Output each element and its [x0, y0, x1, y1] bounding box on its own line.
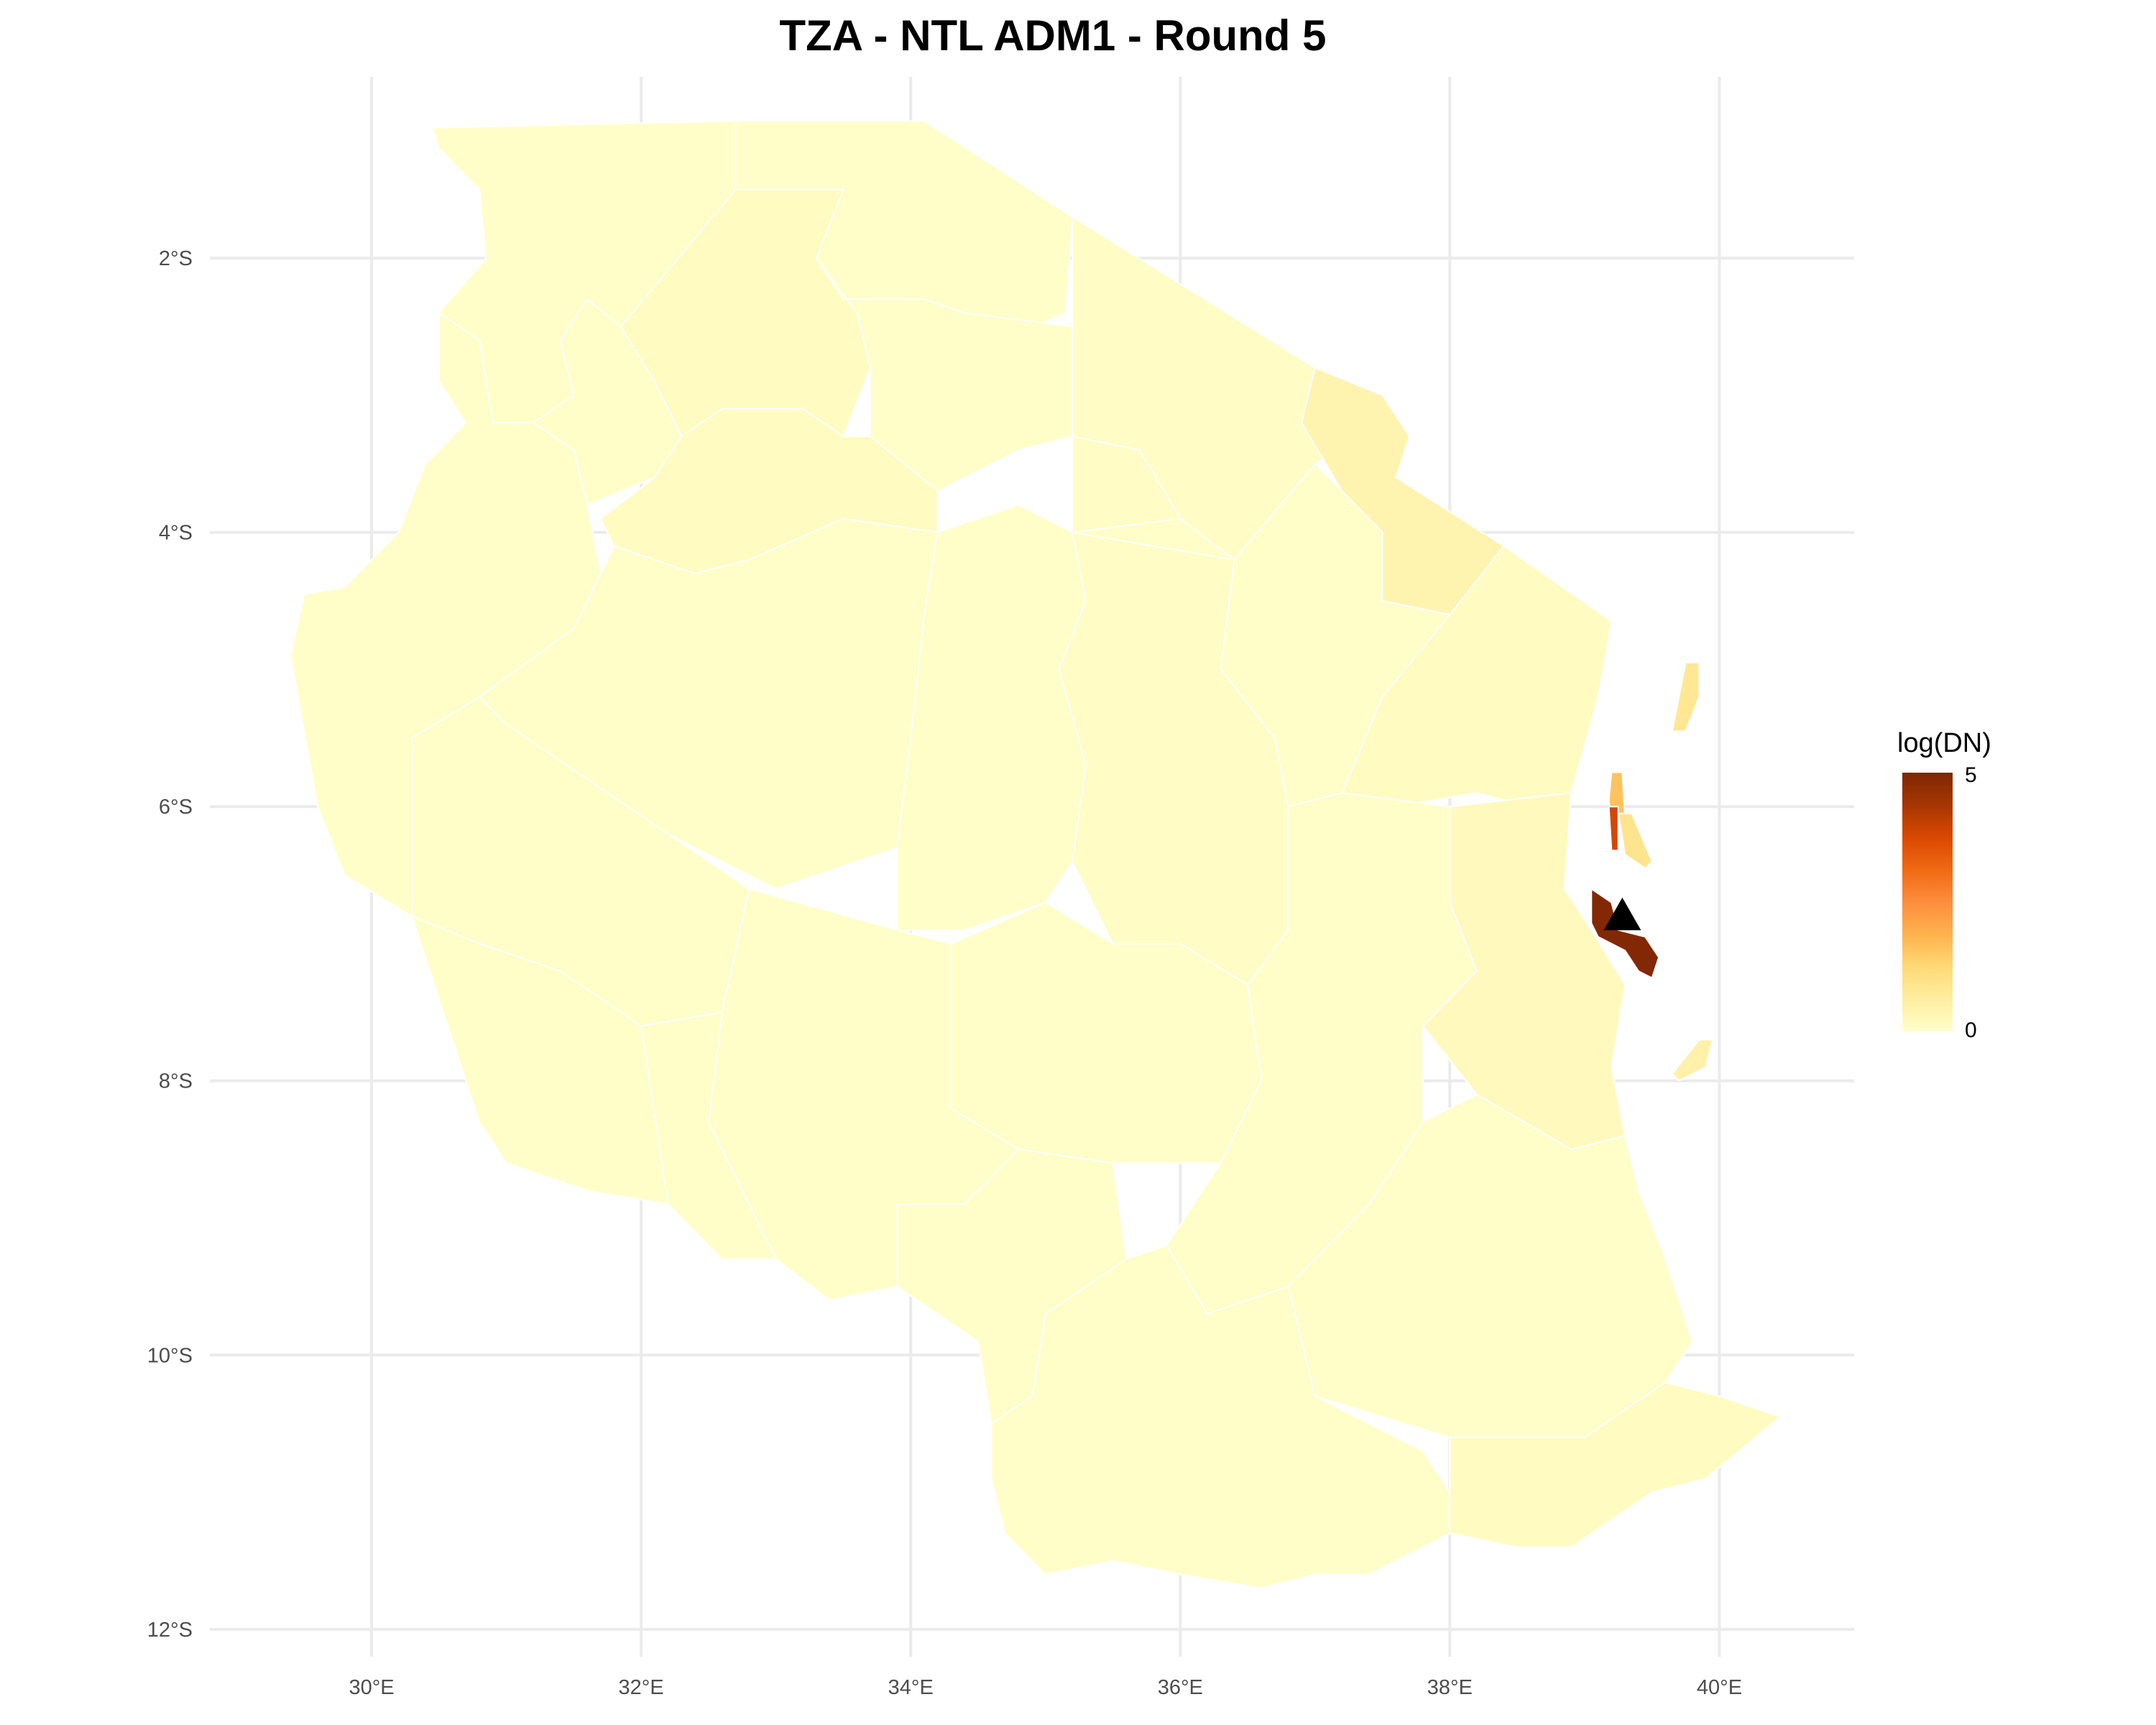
y-tick-label: 10°S [147, 1344, 193, 1367]
region-mtwara [1449, 1381, 1781, 1548]
region-songwe [640, 1011, 777, 1260]
y-tick-label: 4°S [159, 522, 193, 545]
x-axis-tick-labels: 30°E 32°E 34°E 36°E 38°E 40°E [349, 1676, 1742, 1699]
legend-max-label: 5 [1965, 763, 1977, 787]
region-mafia [1671, 1039, 1714, 1082]
x-tick-label: 32°E [619, 1676, 664, 1699]
y-axis-tick-labels: 2°S 4°S 6°S 8°S 10°S 12°S [147, 247, 193, 1642]
y-tick-label: 12°S [147, 1619, 193, 1642]
x-tick-label: 38°E [1427, 1676, 1473, 1699]
legend-min-label: 0 [1965, 1018, 1977, 1042]
x-tick-label: 30°E [349, 1676, 394, 1699]
y-tick-label: 6°S [159, 796, 193, 819]
region-dodoma [1072, 463, 1451, 808]
legend-colorbar [1902, 773, 1953, 1031]
x-tick-label: 34°E [888, 1676, 934, 1699]
x-tick-label: 40°E [1697, 1676, 1742, 1699]
region-pemba [1671, 661, 1700, 732]
map-title: TZA - NTL ADM1 - Round 5 [779, 12, 1326, 60]
region-lindi [1287, 1093, 1693, 1438]
y-tick-label: 2°S [159, 247, 193, 270]
marker-layer [1603, 897, 1641, 931]
legend-title: log(DN) [1897, 728, 1991, 758]
region-unguja-south [1617, 812, 1653, 869]
y-tick-label: 8°S [159, 1070, 193, 1093]
color-legend: log(DN) 5 0 [1897, 728, 1991, 1042]
region-unguja-west [1608, 806, 1619, 852]
triangle-marker [1603, 897, 1641, 931]
x-tick-label: 36°E [1158, 1676, 1203, 1699]
region-simiyu [815, 257, 1074, 492]
adm1-regions [290, 120, 1781, 1589]
